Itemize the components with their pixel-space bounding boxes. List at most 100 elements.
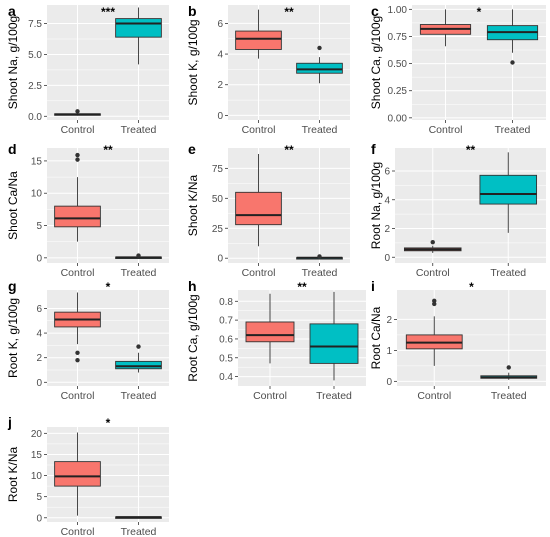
box-iqr (479, 174, 538, 205)
y-tick-label: 0 (36, 513, 42, 524)
outlier-point (75, 109, 80, 114)
box-treated (480, 365, 538, 380)
significance-label: * (477, 5, 482, 19)
box-control (54, 292, 101, 363)
y-axis-label: Root Na, g/100g (369, 162, 383, 249)
outlier-point (317, 254, 322, 259)
y-tick-label: 5.0 (28, 50, 42, 61)
y-tick-label: 0.25 (388, 86, 408, 97)
y-tick-label: 2 (36, 353, 42, 364)
outlier-point (510, 60, 515, 65)
significance-label: ** (103, 143, 113, 157)
y-axis-label: Root Ca, g/100g (186, 294, 200, 381)
significance-label: * (469, 280, 474, 294)
box-treated (115, 344, 162, 373)
outlier-point (430, 239, 435, 245)
y-tick-label: 0.5 (219, 353, 233, 364)
box-control (235, 153, 282, 247)
panel-h: 0.4 0.5 0.6 0.7 0.8 Control Treated Root Ca, g/… (186, 278, 366, 402)
box-iqr (54, 205, 101, 228)
box-treated (479, 152, 538, 233)
panel-letter: b (188, 3, 197, 19)
plot-background (395, 148, 546, 263)
x-tick-label: Treated (495, 124, 531, 136)
significance-label: ** (466, 143, 476, 157)
y-axis-label: Shoot Ca, g/100g (369, 16, 383, 109)
y-axis-label: Shoot K, g/100g (186, 19, 200, 105)
y-axis-label: Root K, g/100g (6, 298, 20, 378)
y-tick-label: 2.5 (28, 81, 42, 92)
significance-label: * (106, 280, 111, 294)
box-treated (309, 291, 359, 381)
y-tick-label: 6 (384, 167, 390, 178)
box-control (405, 298, 463, 366)
panel-letter: e (188, 141, 196, 157)
significance-label: *** (101, 5, 115, 19)
box-control (54, 432, 101, 516)
y-tick-label: 0.4 (219, 372, 233, 383)
y-tick-label: 0.75 (388, 32, 408, 43)
y-tick-label: 7.5 (28, 19, 42, 30)
y-tick-label: 75 (212, 164, 224, 175)
panel-i: 0 1 2 Control Treated Root Ca/Na i * (369, 278, 546, 402)
panel-letter: c (371, 3, 379, 19)
panel-letter: j (7, 414, 12, 430)
x-tick-label: Control (242, 267, 276, 279)
outlier-point (432, 301, 437, 307)
box-control (419, 9, 472, 47)
y-tick-label: 0 (36, 378, 42, 389)
box-iqr (115, 360, 162, 370)
y-tick-label: 0.7 (219, 316, 233, 327)
x-tick-label: Control (61, 526, 95, 537)
x-tick-label: Treated (121, 124, 157, 136)
box-control (245, 293, 295, 364)
plot-background (412, 5, 546, 120)
x-tick-label: Treated (121, 267, 157, 279)
panel-a: 0.0 2.5 5.0 7.5 Control Treated Shoot Na, g/10… (6, 3, 169, 136)
y-tick-label: 25 (212, 224, 224, 235)
outlier-point (317, 45, 322, 51)
x-tick-label: Control (242, 124, 276, 136)
box-treated (115, 516, 162, 519)
y-tick-label: 2 (217, 80, 223, 91)
y-tick-label: 0.6 (219, 334, 233, 345)
panel-letter: f (371, 141, 376, 157)
y-axis-label: Shoot K/Na (186, 174, 200, 236)
y-tick-label: 4 (384, 195, 390, 206)
panel-letter: h (188, 278, 197, 294)
panel-letter: a (8, 3, 16, 19)
panel-j: 0 5 10 15 20 Control Treated Root K/Na j * (6, 414, 169, 537)
y-tick-label: 0 (384, 253, 390, 264)
y-tick-label: 2 (386, 315, 392, 326)
plot-background (47, 148, 169, 263)
box-control (54, 152, 101, 242)
x-tick-label: Treated (316, 390, 352, 402)
y-tick-label: 50 (212, 194, 224, 205)
y-tick-label: 5 (36, 221, 42, 232)
panel-f: 0 2 4 6 Control Treated Root Na, g/100g f ** (369, 141, 546, 279)
box-iqr (296, 62, 343, 74)
plot-background (47, 290, 169, 386)
significance-label: ** (284, 5, 294, 19)
x-tick-label: Treated (302, 267, 338, 279)
y-tick-label: 5 (36, 492, 42, 503)
panel-letter: i (371, 278, 375, 294)
box-iqr (235, 30, 282, 50)
y-tick-label: 0.00 (388, 113, 408, 124)
outlier-point (75, 157, 80, 162)
box-treated (296, 254, 343, 260)
y-tick-label: 1 (386, 346, 392, 357)
box-treated (296, 45, 343, 84)
y-tick-label: 20 (31, 429, 43, 440)
x-tick-label: Control (416, 267, 450, 279)
panel-e: 0 25 50 75 Control Treated Shoot K/Na e ** (186, 141, 350, 279)
outlier-point (136, 253, 141, 258)
plot-background (228, 5, 350, 120)
y-tick-label: 6 (217, 19, 223, 30)
box-iqr (235, 191, 282, 226)
box-treated (115, 7, 162, 65)
y-tick-label: 0 (217, 111, 223, 122)
x-tick-label: Control (417, 390, 451, 402)
